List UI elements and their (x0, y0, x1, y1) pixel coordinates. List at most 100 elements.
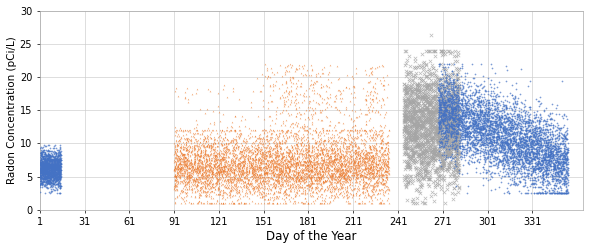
Point (555, 169, 565, 173)
Point (173, 139, 183, 143)
Point (409, 136, 418, 140)
Point (54, 163, 64, 167)
Point (266, 160, 276, 164)
Point (446, 119, 455, 123)
Point (360, 142, 369, 146)
Point (563, 190, 573, 194)
Point (271, 159, 280, 163)
Point (349, 158, 358, 162)
Point (308, 170, 317, 173)
Point (241, 185, 251, 189)
Point (356, 132, 365, 136)
Point (172, 142, 182, 146)
Point (192, 165, 202, 169)
Point (228, 201, 237, 205)
Point (421, 98, 431, 102)
Point (448, 62, 457, 66)
Point (44, 167, 53, 171)
Point (225, 189, 235, 193)
Point (474, 126, 483, 130)
Point (312, 130, 321, 134)
Point (292, 149, 301, 153)
Point (427, 150, 436, 154)
Point (196, 160, 205, 164)
Point (441, 116, 450, 120)
Point (354, 130, 363, 134)
Point (422, 116, 432, 120)
Point (311, 181, 320, 185)
Point (421, 163, 430, 167)
Point (364, 150, 373, 154)
Point (416, 184, 425, 188)
Point (372, 162, 382, 166)
Point (502, 114, 511, 118)
Point (227, 151, 237, 155)
Point (363, 166, 372, 170)
Point (327, 161, 337, 165)
Point (178, 162, 188, 166)
Point (533, 126, 543, 130)
Point (181, 156, 190, 160)
Point (170, 184, 179, 188)
Point (411, 156, 420, 160)
Point (204, 186, 214, 190)
Point (307, 164, 317, 168)
Point (447, 146, 456, 150)
Point (342, 189, 352, 193)
Point (54, 148, 63, 152)
Point (408, 100, 418, 104)
Point (365, 161, 374, 165)
Point (468, 121, 477, 125)
Point (274, 165, 284, 169)
Point (494, 116, 503, 120)
Point (448, 80, 457, 84)
Point (503, 135, 512, 139)
Point (264, 197, 273, 201)
Point (299, 122, 309, 126)
Point (445, 181, 455, 185)
Point (541, 172, 550, 176)
Point (286, 102, 295, 106)
Point (538, 187, 548, 191)
Point (422, 104, 432, 108)
Point (513, 115, 522, 119)
Point (540, 148, 550, 152)
Point (401, 69, 411, 73)
Point (229, 160, 238, 164)
Point (202, 201, 212, 205)
Point (460, 130, 470, 134)
Point (41, 160, 50, 164)
Point (543, 160, 553, 164)
Point (189, 164, 198, 168)
Point (458, 111, 467, 115)
Point (204, 168, 213, 172)
Point (455, 102, 464, 105)
Point (288, 176, 297, 180)
Point (227, 165, 237, 169)
Point (323, 96, 333, 100)
Point (384, 157, 393, 161)
Point (194, 165, 204, 169)
Point (478, 166, 487, 170)
Point (506, 149, 516, 153)
Point (247, 182, 256, 186)
Point (36, 179, 45, 183)
Point (184, 184, 194, 188)
Point (525, 166, 535, 170)
Point (52, 166, 61, 170)
Point (322, 114, 332, 118)
Point (214, 176, 224, 180)
Point (176, 148, 185, 152)
Point (422, 139, 431, 143)
Point (430, 80, 440, 84)
Point (490, 144, 500, 148)
Point (475, 103, 484, 107)
Point (47, 168, 56, 172)
Point (305, 99, 314, 103)
Point (185, 138, 195, 142)
Point (279, 190, 289, 194)
Point (191, 183, 200, 187)
Point (272, 184, 281, 188)
Point (453, 190, 463, 194)
Point (306, 154, 315, 158)
